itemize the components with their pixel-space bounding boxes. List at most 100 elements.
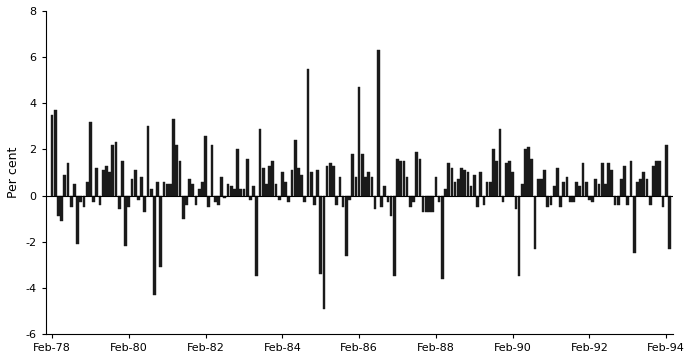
Bar xyxy=(230,186,233,195)
Bar xyxy=(131,179,133,195)
Bar xyxy=(658,161,661,195)
Bar xyxy=(169,184,172,195)
Bar xyxy=(297,168,299,195)
Bar xyxy=(82,195,85,207)
Bar xyxy=(457,179,459,195)
Bar xyxy=(64,175,67,195)
Bar xyxy=(313,195,316,205)
Bar xyxy=(236,149,239,195)
Bar xyxy=(367,172,370,195)
Bar xyxy=(284,182,287,195)
Bar xyxy=(185,195,188,205)
Bar xyxy=(364,177,367,195)
Bar xyxy=(396,159,399,195)
Bar xyxy=(591,195,594,202)
Bar xyxy=(60,195,63,221)
Bar xyxy=(601,163,604,195)
Bar xyxy=(450,168,453,195)
Bar xyxy=(96,168,98,195)
Bar xyxy=(300,175,303,195)
Bar xyxy=(223,195,226,198)
Bar xyxy=(383,186,386,195)
Bar xyxy=(498,129,501,195)
Bar xyxy=(281,172,283,195)
Bar xyxy=(204,136,207,195)
Bar xyxy=(633,195,635,253)
Bar xyxy=(243,189,245,195)
Bar xyxy=(348,195,351,200)
Bar xyxy=(454,182,457,195)
Bar xyxy=(332,166,335,195)
Bar xyxy=(630,161,633,195)
Bar xyxy=(80,195,82,202)
Bar xyxy=(387,195,389,202)
Bar xyxy=(159,195,162,267)
Bar xyxy=(114,143,117,195)
Bar xyxy=(358,87,360,195)
Bar xyxy=(403,161,405,195)
Bar xyxy=(198,189,200,195)
Bar xyxy=(246,159,249,195)
Bar xyxy=(415,152,418,195)
Bar xyxy=(265,184,267,195)
Bar xyxy=(470,186,473,195)
Bar xyxy=(211,145,213,195)
Bar xyxy=(54,110,57,195)
Bar xyxy=(188,179,191,195)
Bar xyxy=(233,189,236,195)
Bar xyxy=(604,184,607,195)
Bar xyxy=(626,195,629,205)
Bar xyxy=(563,182,565,195)
Bar xyxy=(556,168,559,195)
Bar xyxy=(335,195,338,205)
Bar xyxy=(150,189,152,195)
Bar xyxy=(342,195,344,207)
Bar xyxy=(70,195,73,207)
Bar xyxy=(534,195,536,249)
Bar xyxy=(290,170,293,195)
Bar xyxy=(108,172,111,195)
Bar xyxy=(137,195,140,200)
Bar xyxy=(140,177,143,195)
Bar xyxy=(191,184,194,195)
Bar xyxy=(431,195,434,212)
Bar xyxy=(588,195,591,200)
Bar xyxy=(649,195,651,205)
Bar xyxy=(639,179,642,195)
Bar xyxy=(537,179,540,195)
Bar xyxy=(201,182,204,195)
Bar xyxy=(319,195,322,274)
Bar xyxy=(521,184,524,195)
Bar xyxy=(393,195,396,276)
Bar xyxy=(143,195,146,212)
Bar xyxy=(310,172,313,195)
Bar xyxy=(547,195,550,207)
Bar xyxy=(389,195,392,216)
Bar xyxy=(377,50,380,195)
Bar xyxy=(278,195,281,200)
Bar xyxy=(447,163,450,195)
Bar xyxy=(662,195,665,207)
Bar xyxy=(511,172,514,195)
Bar xyxy=(175,145,178,195)
Bar xyxy=(412,195,415,202)
Bar xyxy=(147,126,150,195)
Bar xyxy=(482,195,485,205)
Bar xyxy=(668,195,671,249)
Bar xyxy=(620,179,623,195)
Bar xyxy=(86,182,89,195)
Bar xyxy=(239,189,242,195)
Bar xyxy=(274,184,277,195)
Bar xyxy=(399,161,402,195)
Bar xyxy=(262,168,265,195)
Bar xyxy=(444,189,447,195)
Bar xyxy=(102,170,105,195)
Bar xyxy=(316,170,319,195)
Bar xyxy=(374,195,376,210)
Bar xyxy=(505,163,508,195)
Bar xyxy=(585,182,588,195)
Bar xyxy=(339,177,341,195)
Bar xyxy=(581,163,584,195)
Bar xyxy=(435,177,437,195)
Bar xyxy=(409,195,412,207)
